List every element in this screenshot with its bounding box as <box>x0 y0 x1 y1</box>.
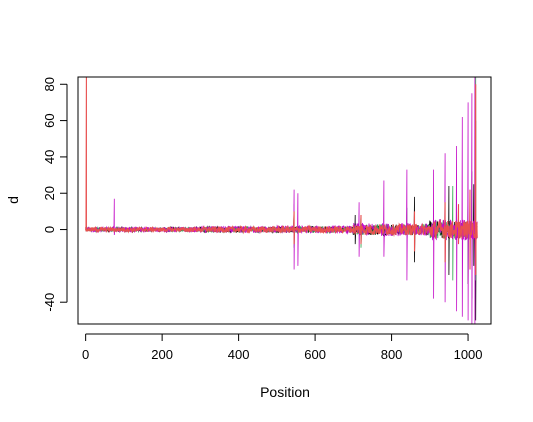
series-line <box>85 77 478 299</box>
x-tick-label: 0 <box>82 347 89 362</box>
x-tick-label: 200 <box>151 347 173 362</box>
series-line <box>85 120 478 321</box>
series-line <box>85 77 478 276</box>
x-axis-title: Position <box>260 384 310 400</box>
y-tick-label: -40 <box>42 293 57 312</box>
y-tick-label: 80 <box>42 77 57 91</box>
y-tick-label: 20 <box>42 186 57 200</box>
x-tick-label: 600 <box>304 347 326 362</box>
data-layer <box>85 77 478 324</box>
x-tick-label: 400 <box>228 347 250 362</box>
y-axis-ticks: -40 0 20 40 60 80 <box>42 77 67 312</box>
y-tick-label: 60 <box>42 113 57 127</box>
y-axis-title: d <box>5 196 21 204</box>
plot-frame <box>77 76 492 325</box>
y-tick-label: 0 <box>42 226 57 233</box>
x-tick-label: 800 <box>381 347 403 362</box>
x-tick-label: 1000 <box>454 347 483 362</box>
series-line <box>85 77 478 324</box>
x-axis-ticks: 0 200 400 600 800 1000 <box>82 334 483 362</box>
y-tick-label: 40 <box>42 150 57 164</box>
